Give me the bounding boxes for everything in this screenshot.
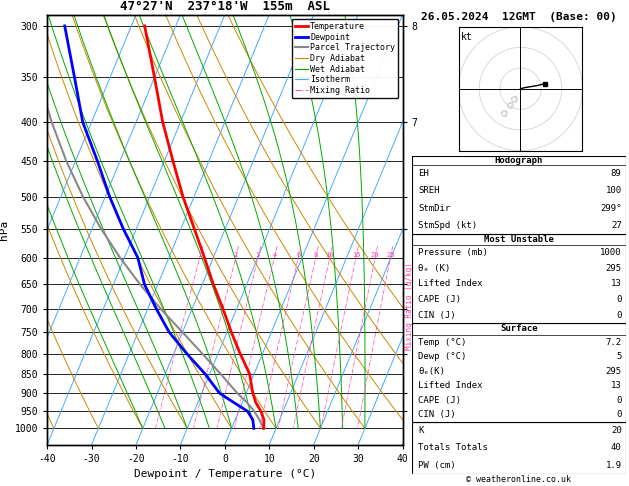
- Text: 13: 13: [611, 381, 621, 390]
- Text: 40: 40: [611, 443, 621, 452]
- Text: 25: 25: [386, 252, 394, 258]
- Text: 8: 8: [314, 252, 318, 258]
- Text: Surface: Surface: [500, 325, 538, 333]
- Text: StmDir: StmDir: [418, 204, 450, 213]
- Text: 26.05.2024  12GMT  (Base: 00): 26.05.2024 12GMT (Base: 00): [421, 12, 617, 22]
- Text: PW (cm): PW (cm): [418, 461, 456, 469]
- Text: 0: 0: [616, 311, 621, 320]
- Legend: Temperature, Dewpoint, Parcel Trajectory, Dry Adiabat, Wet Adiabat, Isotherm, Mi: Temperature, Dewpoint, Parcel Trajectory…: [292, 19, 398, 98]
- Text: 15: 15: [352, 252, 360, 258]
- Text: 6: 6: [296, 252, 301, 258]
- Bar: [412, 234, 626, 323]
- Text: 7.2: 7.2: [606, 338, 621, 347]
- Text: θₑ (K): θₑ (K): [418, 264, 450, 273]
- Y-axis label: hPa: hPa: [0, 220, 9, 240]
- Text: CAPE (J): CAPE (J): [418, 396, 462, 405]
- Text: Dewp (°C): Dewp (°C): [418, 352, 467, 361]
- Title: 47°27'N  237°18'W  155m  ASL: 47°27'N 237°18'W 155m ASL: [120, 0, 330, 14]
- Bar: [412, 156, 626, 234]
- Text: 1: 1: [198, 252, 202, 258]
- Text: CIN (J): CIN (J): [418, 410, 456, 419]
- Text: CAPE (J): CAPE (J): [418, 295, 462, 304]
- Text: 89: 89: [611, 169, 621, 178]
- Text: 27: 27: [611, 221, 621, 230]
- Text: Most Unstable: Most Unstable: [484, 235, 554, 244]
- Text: 2: 2: [233, 252, 238, 258]
- Text: 20: 20: [611, 426, 621, 435]
- Text: 4: 4: [272, 252, 277, 258]
- Text: 0: 0: [616, 410, 621, 419]
- Text: CIN (J): CIN (J): [418, 311, 456, 320]
- Text: StmSpd (kt): StmSpd (kt): [418, 221, 477, 230]
- Text: 0: 0: [616, 295, 621, 304]
- Y-axis label: km
ASL: km ASL: [431, 221, 452, 239]
- Text: θₑ(K): θₑ(K): [418, 366, 445, 376]
- Text: 0: 0: [616, 396, 621, 405]
- Text: kt: kt: [461, 32, 473, 42]
- Text: Mixing Ratio (g/kg): Mixing Ratio (g/kg): [405, 262, 414, 349]
- Text: 299°: 299°: [600, 204, 621, 213]
- Text: K: K: [418, 426, 424, 435]
- Text: © weatheronline.co.uk: © weatheronline.co.uk: [467, 474, 571, 484]
- X-axis label: Dewpoint / Temperature (°C): Dewpoint / Temperature (°C): [134, 469, 316, 479]
- Text: 295: 295: [606, 264, 621, 273]
- Text: Lifted Index: Lifted Index: [418, 279, 483, 289]
- Text: 13: 13: [611, 279, 621, 289]
- Text: EH: EH: [418, 169, 429, 178]
- Text: 295: 295: [606, 366, 621, 376]
- Text: Totals Totals: Totals Totals: [418, 443, 488, 452]
- Text: 20: 20: [371, 252, 379, 258]
- Text: 1.9: 1.9: [606, 461, 621, 469]
- Text: 100: 100: [606, 187, 621, 195]
- Bar: [412, 422, 626, 474]
- Text: 1000: 1000: [600, 248, 621, 257]
- Text: Hodograph: Hodograph: [495, 156, 543, 165]
- Text: SREH: SREH: [418, 187, 440, 195]
- Text: 10: 10: [326, 252, 334, 258]
- Bar: [412, 323, 626, 422]
- Text: 5: 5: [616, 352, 621, 361]
- Text: Pressure (mb): Pressure (mb): [418, 248, 488, 257]
- Text: Temp (°C): Temp (°C): [418, 338, 467, 347]
- Text: Lifted Index: Lifted Index: [418, 381, 483, 390]
- Text: 3: 3: [256, 252, 260, 258]
